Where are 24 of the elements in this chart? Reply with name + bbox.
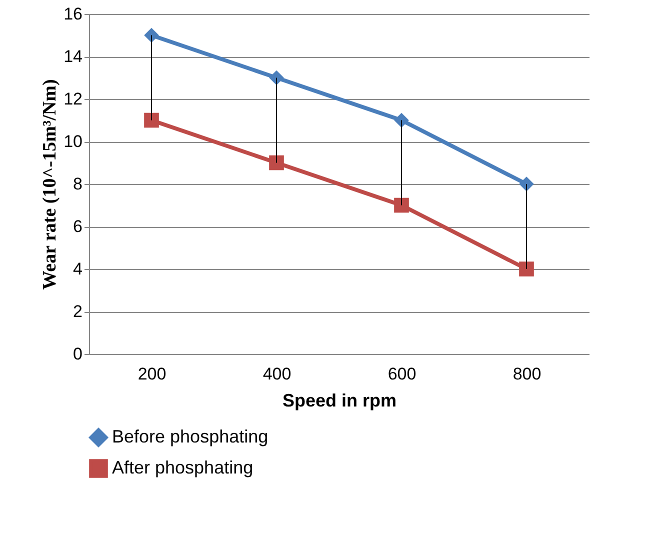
- x-tick-label: 800: [512, 364, 542, 384]
- point: [144, 28, 159, 43]
- y-axis-title: Wear rate (10^-15m³/Nm): [40, 79, 61, 290]
- x-tick-label: 200: [138, 364, 166, 384]
- y-tick-label: 4: [73, 260, 82, 278]
- point: [269, 70, 284, 86]
- point: [269, 155, 284, 170]
- x-tick-label: 400: [262, 364, 292, 384]
- y-tick-label: 10: [64, 132, 82, 151]
- legend-label: Before phosphating: [112, 426, 268, 446]
- point: [144, 112, 159, 128]
- y-tick-label: 6: [73, 217, 82, 236]
- y-tick-label: 12: [64, 90, 82, 108]
- y-tick-label: 0: [73, 344, 82, 364]
- point: [519, 262, 534, 276]
- point: [394, 112, 409, 128]
- y-tick-label: 16: [64, 4, 82, 24]
- y-tick-label: 8: [73, 174, 82, 194]
- y-tick-label: 14: [64, 47, 82, 66]
- x-axis-title: Speed in rpm: [282, 390, 397, 410]
- point: [394, 198, 409, 213]
- x-tick-label: 600: [388, 364, 416, 384]
- legend-label: After phosphating: [112, 458, 254, 478]
- y-tick-label: 2: [73, 302, 82, 321]
